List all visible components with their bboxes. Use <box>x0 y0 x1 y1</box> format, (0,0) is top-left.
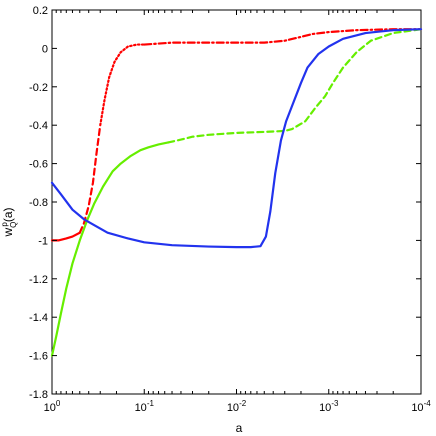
y-axis-ticks: 0.2 0 -0.2 -0.4 -0.6 -0.8 -1 -1.2 -1.4 -1.6 -1.8 <box>29 5 421 401</box>
y-tick-label: -1.2 <box>29 274 48 286</box>
y-axis-label-superscript: p <box>0 222 9 227</box>
y-tick-label: -0.8 <box>29 197 48 209</box>
y-tick-label: -1.6 <box>29 351 48 363</box>
series-1-line-dashed <box>78 124 102 234</box>
y-tick-label: 0.2 <box>33 5 48 17</box>
plot-area <box>50 9 423 395</box>
y-tick-label: -0.6 <box>29 159 48 171</box>
y-tick-label: -1.8 <box>29 389 48 401</box>
y-tick-label: -1 <box>38 235 48 247</box>
x-axis-label: a <box>236 421 243 435</box>
y-tick-label: -0.2 <box>29 82 48 94</box>
y-axis-label-main: w <box>1 228 15 238</box>
y-axis-label: wQp(a) <box>0 207 18 237</box>
series-2-line-dashed <box>167 28 423 144</box>
series-3-line-solid <box>50 28 423 249</box>
x-tick-label: 10-3 <box>319 399 339 414</box>
y-axis-label-subscript: Q <box>9 222 18 228</box>
x-axis-ticks: 100 10-1 10-2 10-3 10-4 <box>44 10 431 414</box>
y-axis-label-tail: (a) <box>1 207 15 222</box>
x-tick-label: 10-4 <box>411 399 431 414</box>
x-tick-label: 10-2 <box>227 399 247 414</box>
x-tick-label: 10-1 <box>135 399 155 414</box>
series-1-line-solid <box>50 231 81 242</box>
y-tick-label: -1.4 <box>29 312 48 324</box>
series-1-line-dashdot <box>143 28 423 46</box>
y-tick-label: -0.4 <box>29 120 48 132</box>
series-2-line-solid <box>50 141 170 357</box>
plot-frame <box>51 9 422 395</box>
y-tick-label: 0 <box>42 43 48 55</box>
series-1-line-dotted <box>99 43 146 127</box>
x-tick-label: 100 <box>44 399 61 414</box>
